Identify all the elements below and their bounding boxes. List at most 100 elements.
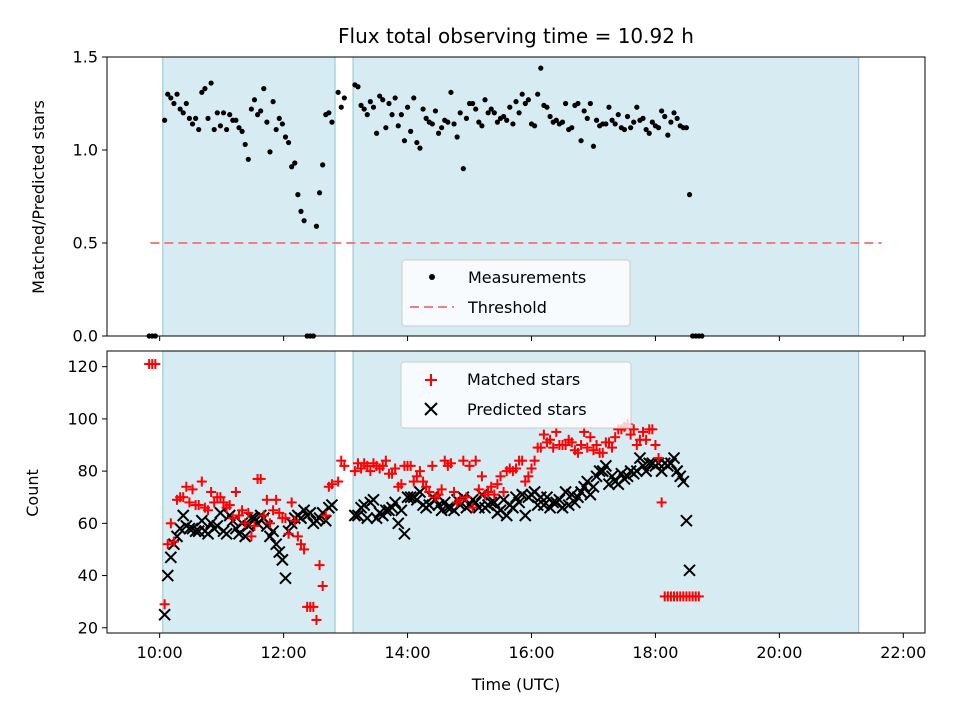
measurement-point	[279, 121, 285, 127]
measurement-point	[196, 126, 202, 133]
measurement-point	[361, 106, 367, 112]
matched-stars-point	[187, 484, 198, 495]
matched-stars-point	[336, 455, 347, 466]
matched-stars-point	[473, 484, 484, 495]
matched-stars-point	[607, 442, 618, 453]
measurement-point	[168, 95, 174, 101]
measurement-point	[199, 89, 205, 95]
measurement-point	[655, 125, 662, 131]
matched-stars-point	[461, 492, 472, 503]
measurement-point	[329, 119, 335, 125]
predicted-stars-point	[556, 501, 569, 514]
matched-stars-point	[476, 471, 487, 482]
matched-stars-point	[551, 426, 562, 437]
matched-stars-point	[495, 471, 506, 482]
measurement-point	[460, 166, 466, 172]
matched-stars-point	[333, 476, 344, 487]
measurement-point	[386, 100, 392, 107]
matched-stars-point	[458, 455, 469, 466]
matched-stars-point	[390, 463, 401, 474]
measurement-point	[587, 100, 593, 107]
measurement-point	[239, 128, 245, 134]
matched-stars-point	[233, 510, 244, 521]
bottom-plot-frame	[106, 350, 926, 634]
matched-stars-point	[209, 497, 220, 508]
matched-stars-point	[339, 460, 350, 471]
matched-stars-point	[520, 476, 531, 487]
measurement-point	[404, 104, 411, 110]
measurement-point	[470, 100, 476, 107]
measurement-point	[285, 139, 292, 146]
matched-stars-point	[274, 507, 285, 518]
predicted-stars-point	[515, 488, 529, 501]
matched-stars-point	[349, 466, 360, 477]
measurement-point	[417, 145, 423, 151]
predicted-stars-point	[562, 498, 575, 512]
predicted-stars-point	[398, 527, 411, 540]
measurement-point	[640, 115, 646, 121]
predicted-stars-point	[512, 496, 526, 509]
matched-stars-point	[377, 460, 388, 471]
matched-stars-point	[449, 487, 460, 497]
measurement-point	[631, 119, 637, 125]
predicted-stars-point	[232, 527, 246, 540]
predicted-stars-point	[683, 564, 696, 577]
predicted-stars-point	[325, 498, 339, 512]
predicted-stars-point	[183, 522, 196, 535]
bottom-y-ticks: 20 40 60 80 100 120	[67, 357, 107, 637]
bottom-x-tick-label: 10:00	[137, 643, 183, 662]
measurement-point	[171, 100, 177, 107]
predicted-stars-point	[639, 464, 653, 478]
measurement-point	[634, 104, 640, 110]
matched-stars-point	[464, 460, 475, 471]
matched-stars-point	[246, 531, 257, 542]
matched-stars-point	[545, 434, 556, 445]
predicted-stars-point	[565, 488, 578, 501]
measurement-point	[389, 112, 395, 118]
measurement-point	[507, 104, 513, 110]
predicted-stars-point	[158, 608, 171, 621]
measurement-point	[683, 125, 690, 131]
measurement-point	[254, 112, 261, 118]
top-y-tick-label: 1.5	[73, 48, 98, 67]
measurement-point	[267, 149, 273, 155]
matched-stars-point	[203, 505, 214, 516]
bottom-x-tick-label: 16:00	[508, 643, 554, 662]
matched-stars-point	[631, 440, 642, 450]
predicted-stars-point	[177, 509, 190, 522]
measurement-point	[525, 97, 531, 103]
matched-stars-point	[427, 460, 438, 471]
matched-stars-point	[483, 487, 494, 497]
matched-stars-point	[470, 455, 481, 466]
matched-stars-point	[311, 614, 322, 625]
predicted-stars-point	[173, 522, 187, 535]
measurement-point	[513, 99, 519, 105]
measurement-point	[439, 125, 445, 131]
x-axis-label: Time (UTC)	[471, 675, 560, 694]
bottom-panel: 20 40 60 80 100 120 10:00 12:00 14:00 16:00 18:00…	[23, 350, 926, 694]
measurement-point	[621, 126, 628, 133]
matched-stars-point	[424, 487, 435, 497]
measurement-point	[227, 112, 233, 118]
measurement-point	[264, 119, 270, 125]
matched-stars-point	[411, 471, 422, 482]
measurement-point	[289, 164, 295, 170]
matched-stars-point	[165, 518, 176, 529]
predicted-stars-point	[633, 451, 647, 465]
measurement-point	[282, 134, 289, 140]
measurement-point	[578, 138, 584, 144]
predicted-stars-point	[677, 475, 690, 488]
bottom-legend: Matched stars Predicted stars	[400, 361, 632, 429]
measurement-point	[193, 115, 199, 121]
legend-threshold-label: Threshold	[467, 298, 547, 317]
predicted-stars-point	[519, 509, 532, 522]
measurement-point	[662, 113, 668, 120]
matched-stars-point	[529, 455, 540, 466]
measurement-point	[671, 110, 677, 116]
measurement-point	[609, 117, 615, 123]
observing-interval	[162, 350, 336, 634]
bottom-y-tick-label: 100	[67, 409, 98, 428]
matched-stars-point	[317, 581, 328, 591]
predicted-stars-point	[304, 506, 317, 520]
bottom-legend-box	[400, 361, 632, 429]
